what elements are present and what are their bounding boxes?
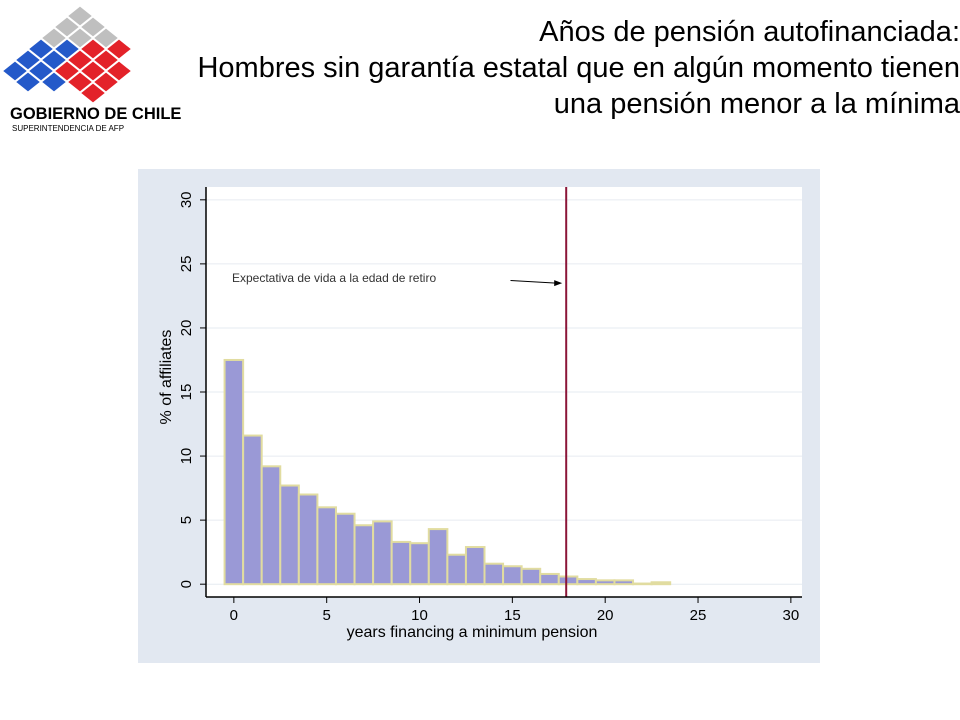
logo-cube (53, 38, 81, 60)
logo-name: GOBIERNO DE CHILE (10, 105, 181, 123)
title-line-2: Hombres sin garantía estatal que en algú… (197, 52, 960, 84)
logo-cube (14, 71, 42, 93)
logo-cube (14, 49, 42, 71)
logo-cube (27, 60, 55, 82)
government-logo: GOBIERNO DE CHILE SUPERINTENDENCIA DE AF… (0, 0, 185, 140)
y-axis-title: % of affiliates (158, 330, 175, 425)
logo-cube (79, 82, 107, 104)
histogram-bar (353, 524, 375, 586)
histogram-bar (483, 562, 505, 586)
histogram-bar (372, 520, 393, 586)
histogram-bar (334, 512, 356, 586)
logo-cube (1, 60, 29, 82)
histogram-bar (297, 493, 319, 586)
title-line-1: Años de pensión autofinanciada: (539, 16, 960, 48)
histogram-bar (613, 579, 635, 586)
logo-cube (40, 49, 68, 71)
x-tick-label: 0 (230, 607, 238, 624)
y-tick-label: 15 (178, 384, 195, 401)
logo-cube (92, 71, 120, 93)
logo-cube (105, 38, 133, 60)
logo-cube (27, 38, 55, 60)
histogram-bar (539, 572, 560, 586)
logo-cube (92, 49, 120, 71)
annotation-text: Expectativa de vida a la edad de retiro (232, 271, 436, 285)
logo-cube (40, 71, 68, 93)
histogram-bar (557, 575, 579, 586)
title-line-3: una pensión menor a la mínima (553, 88, 960, 120)
x-axis-title: years financing a minimum pension (347, 624, 598, 641)
histogram-bar (316, 506, 337, 586)
histogram-bar (242, 434, 263, 586)
y-tick-label: 30 (178, 191, 195, 208)
histogram-bar (427, 528, 449, 586)
bars (223, 358, 672, 586)
x-tick-label: 10 (411, 607, 428, 624)
histogram-bar (390, 540, 412, 586)
logo-subname: SUPERINTENDENCIA DE AFP (12, 124, 124, 133)
logo-cube (40, 27, 68, 49)
x-tick-label: 15 (504, 607, 521, 624)
histogram-bar (594, 579, 616, 586)
histogram-bar (260, 465, 282, 586)
x-tick-label: 30 (783, 607, 800, 624)
y-tick-label: 25 (178, 256, 195, 273)
annotation: Expectativa de vida a la edad de retiro (232, 271, 563, 287)
logo-cube (53, 16, 81, 38)
logo-cube (66, 27, 94, 49)
x-tick-label: 5 (323, 607, 331, 624)
logo-cube (92, 27, 120, 49)
chart-panel: Expectativa de vida a la edad de retiro … (138, 169, 820, 663)
logo-cube (105, 60, 133, 82)
y-tick-label: 0 (178, 580, 195, 588)
histogram-bar (223, 358, 245, 586)
histogram-bar (632, 582, 653, 586)
x-tick-label: 25 (690, 607, 707, 624)
y-tick-label: 10 (178, 448, 195, 465)
histogram-bar (650, 581, 672, 586)
histogram-bar (464, 546, 486, 586)
histogram-bar (520, 567, 542, 586)
annotation-arrow-icon (510, 280, 557, 284)
logo-cube (53, 60, 81, 82)
histogram-bar (502, 565, 523, 586)
histogram-bar (409, 542, 430, 586)
logo-cubes-icon: GOBIERNO DE CHILE SUPERINTENDENCIA DE AF… (1, 5, 181, 133)
slide-title: Años de pensión autofinanciada: Hombres … (160, 14, 960, 122)
y-tick-label: 20 (178, 320, 195, 337)
logo-cube (79, 38, 107, 60)
annotation-arrowhead-icon (554, 280, 563, 287)
histogram-chart: Expectativa de vida a la edad de retiro … (158, 187, 802, 641)
y-tick-label: 5 (178, 516, 195, 524)
histogram-bar (576, 578, 597, 586)
x-tick-label: 20 (597, 607, 614, 624)
ticks: 0 5 10 15 20 25 30 0 5 10 15 20 25 30 (178, 191, 799, 624)
logo-cube (66, 49, 94, 71)
histogram-bar (446, 553, 467, 586)
logo-cube (79, 60, 107, 82)
histogram-bar (279, 484, 300, 586)
logo-cube (79, 16, 107, 38)
logo-cube (66, 5, 94, 27)
logo-cube (66, 71, 94, 93)
